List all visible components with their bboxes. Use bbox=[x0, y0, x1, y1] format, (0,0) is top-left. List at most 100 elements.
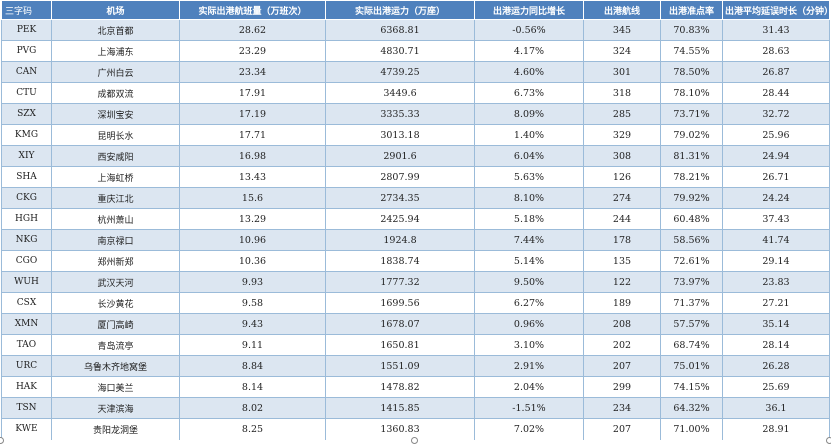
cell-capacity[interactable]: 4739.25 bbox=[325, 61, 475, 83]
cell-routes[interactable]: 122 bbox=[583, 271, 661, 293]
cell-capacity[interactable]: 1360.83 bbox=[325, 418, 475, 440]
header-airport[interactable]: 机场 bbox=[51, 0, 180, 20]
cell-on-time-rate[interactable]: 58.56% bbox=[660, 229, 723, 251]
cell-flights[interactable]: 23.34 bbox=[179, 61, 326, 83]
cell-routes[interactable]: 207 bbox=[583, 418, 661, 440]
cell-routes[interactable]: 178 bbox=[583, 229, 661, 251]
cell-airport[interactable]: 贵阳龙洞堡 bbox=[51, 418, 180, 440]
cell-airport[interactable]: 南京禄口 bbox=[51, 229, 180, 251]
cell-routes[interactable]: 189 bbox=[583, 292, 661, 314]
cell-capacity[interactable]: 1678.07 bbox=[325, 313, 475, 335]
cell-capacity-growth[interactable]: 2.91% bbox=[474, 355, 584, 377]
cell-code[interactable]: XMN bbox=[1, 313, 52, 335]
cell-avg-delay[interactable]: 24.24 bbox=[722, 187, 830, 209]
cell-flights[interactable]: 28.62 bbox=[179, 19, 326, 41]
cell-capacity-growth[interactable]: 8.10% bbox=[474, 187, 584, 209]
cell-on-time-rate[interactable]: 81.31% bbox=[660, 145, 723, 167]
cell-capacity-growth[interactable]: 4.17% bbox=[474, 40, 584, 62]
cell-capacity[interactable]: 1478.82 bbox=[325, 376, 475, 398]
cell-avg-delay[interactable]: 28.63 bbox=[722, 40, 830, 62]
cell-capacity-growth[interactable]: -1.51% bbox=[474, 397, 584, 419]
cell-code[interactable]: HAK bbox=[1, 376, 52, 398]
cell-code[interactable]: CSX bbox=[1, 292, 52, 314]
cell-capacity-growth[interactable]: 6.27% bbox=[474, 292, 584, 314]
cell-flights[interactable]: 9.43 bbox=[179, 313, 326, 335]
cell-avg-delay[interactable]: 28.44 bbox=[722, 82, 830, 104]
header-capacity[interactable]: 实际出港运力（万座） bbox=[325, 0, 475, 20]
cell-code[interactable]: SZX bbox=[1, 103, 52, 125]
cell-airport[interactable]: 深圳宝安 bbox=[51, 103, 180, 125]
cell-capacity-growth[interactable]: 6.73% bbox=[474, 82, 584, 104]
cell-avg-delay[interactable]: 26.87 bbox=[722, 61, 830, 83]
cell-flights[interactable]: 23.29 bbox=[179, 40, 326, 62]
cell-airport[interactable]: 乌鲁木齐地窝堡 bbox=[51, 355, 180, 377]
cell-avg-delay[interactable]: 24.94 bbox=[722, 145, 830, 167]
cell-avg-delay[interactable]: 29.14 bbox=[722, 250, 830, 272]
cell-routes[interactable]: 208 bbox=[583, 313, 661, 335]
cell-avg-delay[interactable]: 36.1 bbox=[722, 397, 830, 419]
cell-code[interactable]: TSN bbox=[1, 397, 52, 419]
cell-code[interactable]: CAN bbox=[1, 61, 52, 83]
cell-airport[interactable]: 昆明长水 bbox=[51, 124, 180, 146]
cell-routes[interactable]: 234 bbox=[583, 397, 661, 419]
cell-flights[interactable]: 16.98 bbox=[179, 145, 326, 167]
cell-airport[interactable]: 广州白云 bbox=[51, 61, 180, 83]
cell-avg-delay[interactable]: 26.71 bbox=[722, 166, 830, 188]
cell-on-time-rate[interactable]: 78.21% bbox=[660, 166, 723, 188]
cell-capacity[interactable]: 3449.6 bbox=[325, 82, 475, 104]
cell-on-time-rate[interactable]: 75.01% bbox=[660, 355, 723, 377]
cell-capacity[interactable]: 1777.32 bbox=[325, 271, 475, 293]
cell-code[interactable]: NKG bbox=[1, 229, 52, 251]
cell-capacity-growth[interactable]: 7.02% bbox=[474, 418, 584, 440]
cell-capacity[interactable]: 1415.85 bbox=[325, 397, 475, 419]
cell-airport[interactable]: 天津滨海 bbox=[51, 397, 180, 419]
cell-capacity[interactable]: 1838.74 bbox=[325, 250, 475, 272]
cell-airport[interactable]: 上海虹桥 bbox=[51, 166, 180, 188]
cell-routes[interactable]: 308 bbox=[583, 145, 661, 167]
cell-on-time-rate[interactable]: 78.50% bbox=[660, 61, 723, 83]
cell-code[interactable]: PEK bbox=[1, 19, 52, 41]
cell-routes[interactable]: 285 bbox=[583, 103, 661, 125]
cell-avg-delay[interactable]: 28.14 bbox=[722, 334, 830, 356]
cell-capacity-growth[interactable]: 1.40% bbox=[474, 124, 584, 146]
cell-airport[interactable]: 郑州新郑 bbox=[51, 250, 180, 272]
cell-flights[interactable]: 9.11 bbox=[179, 334, 326, 356]
cell-on-time-rate[interactable]: 73.71% bbox=[660, 103, 723, 125]
selection-handle-left[interactable] bbox=[0, 437, 4, 444]
cell-flights[interactable]: 8.25 bbox=[179, 418, 326, 440]
cell-flights[interactable]: 13.29 bbox=[179, 208, 326, 230]
cell-on-time-rate[interactable]: 71.00% bbox=[660, 418, 723, 440]
cell-capacity-growth[interactable]: 4.60% bbox=[474, 61, 584, 83]
cell-capacity-growth[interactable]: 0.96% bbox=[474, 313, 584, 335]
cell-code[interactable]: XIY bbox=[1, 145, 52, 167]
cell-on-time-rate[interactable]: 60.48% bbox=[660, 208, 723, 230]
cell-capacity[interactable]: 1699.56 bbox=[325, 292, 475, 314]
cell-on-time-rate[interactable]: 74.55% bbox=[660, 40, 723, 62]
cell-code[interactable]: KMG bbox=[1, 124, 52, 146]
cell-airport[interactable]: 长沙黄花 bbox=[51, 292, 180, 314]
cell-capacity[interactable]: 1650.81 bbox=[325, 334, 475, 356]
cell-on-time-rate[interactable]: 73.97% bbox=[660, 271, 723, 293]
cell-on-time-rate[interactable]: 68.74% bbox=[660, 334, 723, 356]
cell-flights[interactable]: 8.84 bbox=[179, 355, 326, 377]
cell-flights[interactable]: 9.93 bbox=[179, 271, 326, 293]
cell-capacity-growth[interactable]: 8.09% bbox=[474, 103, 584, 125]
cell-airport[interactable]: 西安咸阳 bbox=[51, 145, 180, 167]
cell-routes[interactable]: 244 bbox=[583, 208, 661, 230]
cell-capacity[interactable]: 1924.8 bbox=[325, 229, 475, 251]
cell-capacity[interactable]: 2425.94 bbox=[325, 208, 475, 230]
cell-flights[interactable]: 8.14 bbox=[179, 376, 326, 398]
cell-flights[interactable]: 15.6 bbox=[179, 187, 326, 209]
cell-routes[interactable]: 202 bbox=[583, 334, 661, 356]
cell-airport[interactable]: 重庆江北 bbox=[51, 187, 180, 209]
cell-on-time-rate[interactable]: 74.15% bbox=[660, 376, 723, 398]
cell-flights[interactable]: 13.43 bbox=[179, 166, 326, 188]
selection-handle-middle[interactable] bbox=[411, 437, 418, 444]
cell-capacity-growth[interactable]: 3.10% bbox=[474, 334, 584, 356]
cell-capacity-growth[interactable]: 5.14% bbox=[474, 250, 584, 272]
cell-airport[interactable]: 青岛流亭 bbox=[51, 334, 180, 356]
header-avg-delay[interactable]: 出港平均延误时长（分钟） bbox=[722, 0, 830, 20]
cell-on-time-rate[interactable]: 57.57% bbox=[660, 313, 723, 335]
cell-code[interactable]: CKG bbox=[1, 187, 52, 209]
cell-avg-delay[interactable]: 23.83 bbox=[722, 271, 830, 293]
